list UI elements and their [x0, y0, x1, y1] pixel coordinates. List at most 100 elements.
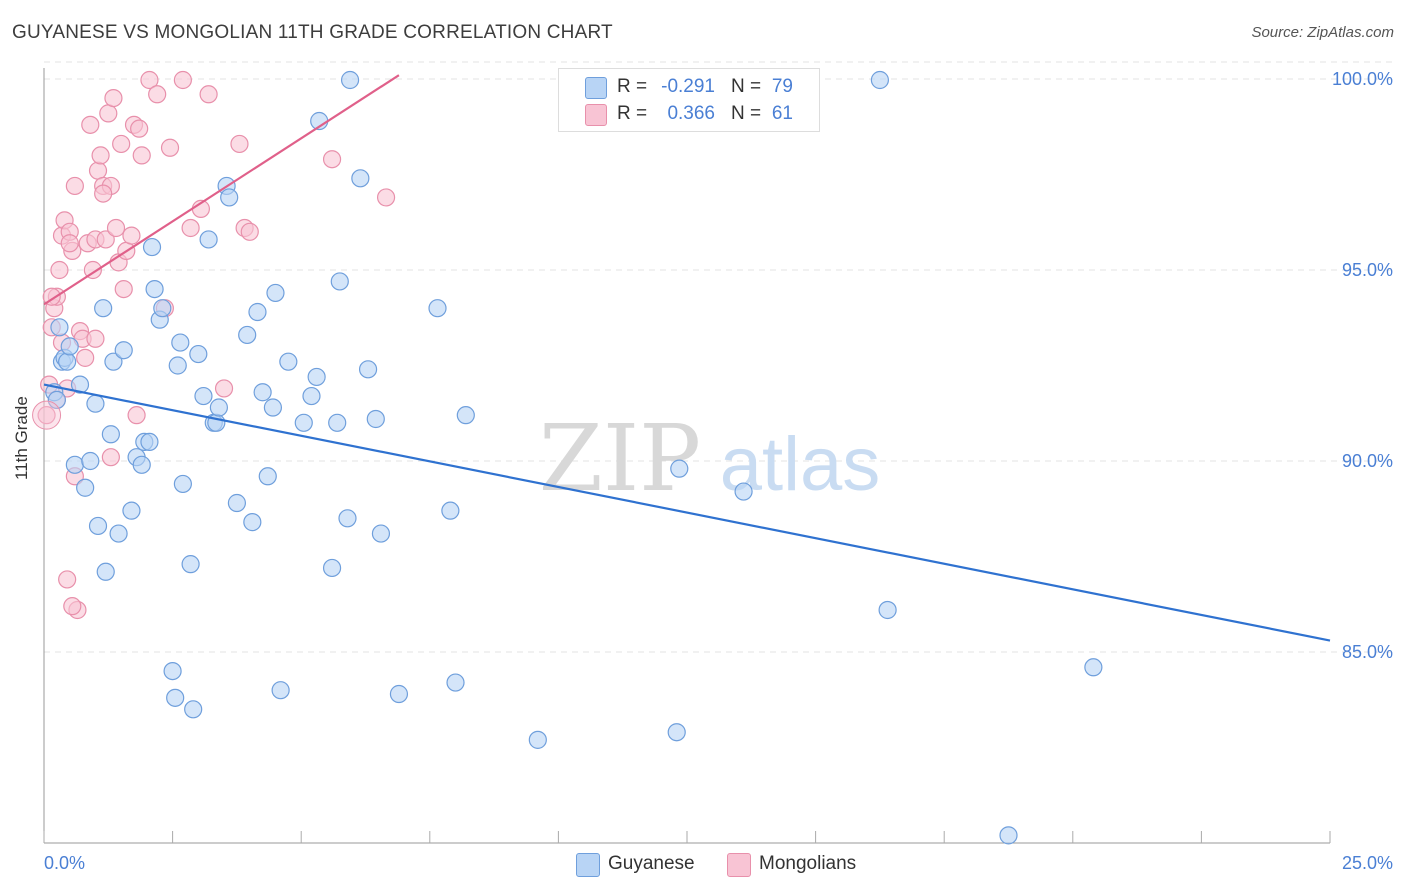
guyanese-point [258, 467, 277, 486]
guyanese-point [47, 390, 66, 409]
guyanese-point [227, 493, 246, 513]
guyanese-point [238, 325, 257, 345]
legend-label: Mongolians [759, 853, 857, 874]
guyanese-point [266, 283, 285, 303]
mongolians-point [181, 218, 200, 238]
mongolians-point [88, 161, 108, 180]
guyanese-trend-line [43, 383, 1331, 642]
mongolians-point [104, 88, 123, 108]
guyanese-point [101, 425, 120, 444]
mongolians-point [94, 184, 113, 203]
legend-r-value: -0.291 [661, 76, 715, 97]
mongolians-point [114, 280, 133, 299]
mongolians-point [81, 115, 100, 134]
guyanese-point [338, 509, 357, 528]
guyanese-point [166, 688, 185, 707]
guyanese-point [340, 70, 360, 90]
legend-n-value: 79 [771, 76, 793, 97]
mongolians-point [230, 134, 249, 154]
mongolians-swatch [585, 104, 607, 126]
guyanese-point [248, 302, 267, 322]
mongolians-point [83, 260, 102, 280]
guyanese-point [271, 681, 290, 700]
guyanese-point [670, 459, 689, 478]
mongolians-point [91, 146, 110, 165]
legend-row-guyanese: R = -0.291 N = 79 [559, 73, 819, 101]
legend-r-label: R = [617, 103, 648, 124]
guyanese-point [428, 299, 447, 318]
guyanese-point [153, 299, 172, 318]
stats-legend: R = -0.291 N = 79 R = 0.366 N = 61 [558, 68, 820, 132]
mongolians-point [132, 146, 151, 165]
x-tick-label: 0.0% [44, 853, 85, 873]
guyanese-point [220, 188, 239, 207]
guyanese-point [199, 230, 218, 249]
mongolians-point [76, 348, 95, 367]
y-tick-label: 90.0% [1342, 451, 1393, 471]
guyanese-point [189, 344, 208, 364]
mongolians-point [240, 222, 259, 241]
guyanese-point [1084, 658, 1103, 677]
trend-lines [43, 74, 1331, 642]
mongolians-point [96, 230, 115, 249]
guyanese-point [173, 474, 192, 494]
y-tick-label: 100.0% [1332, 69, 1393, 89]
guyanese-point [322, 558, 342, 578]
legend-r-label: R = [617, 76, 648, 97]
grid-lines [44, 61, 1392, 653]
guyanese-point [389, 684, 409, 704]
mongolians-point [122, 226, 141, 245]
mongolians-point [99, 104, 118, 123]
mongolians-point [65, 176, 84, 196]
guyanese-point [330, 272, 349, 291]
guyanese-point [294, 413, 313, 432]
guyanese-point [302, 386, 321, 406]
y-tick-label: 85.0% [1342, 642, 1393, 662]
mongolians-point [50, 260, 69, 280]
guyanese-point [86, 394, 105, 413]
guyanese-point [140, 432, 159, 451]
mongolians-point [86, 329, 105, 348]
mongolians-point [173, 70, 192, 90]
guyanese-point [667, 723, 686, 742]
legend-r-value: 0.366 [667, 103, 715, 124]
mongolians-cluster-point [32, 400, 62, 430]
guyanese-point [181, 555, 200, 574]
mongolians-point [63, 597, 82, 616]
x-tick-label: 25.0% [1342, 853, 1393, 873]
guyanese-point [870, 70, 890, 90]
axes [43, 68, 1331, 844]
legend-n-value: 61 [771, 103, 793, 124]
data-points [32, 70, 1103, 845]
tick-labels: 85.0% 90.0% 95.0% 100.0% 0.0% 25.0% [44, 69, 1393, 873]
chart-title: GUYANESE VS MONGOLIAN 11TH GRADE CORRELA… [12, 22, 613, 43]
guyanese-point [104, 352, 123, 371]
mongolians-point [60, 234, 79, 253]
guyanese-point [371, 524, 391, 543]
legend-row-mongolians: R = 0.366 N = 61 [559, 100, 819, 128]
guyanese-point [184, 700, 203, 719]
guyanese-point [194, 386, 213, 406]
mongolians-point [101, 448, 120, 467]
mongolians-point [199, 85, 218, 104]
guyanese-point [441, 501, 460, 520]
guyanese-point [70, 375, 90, 394]
watermark: ZIP atlas [539, 405, 880, 512]
guyanese-point [163, 661, 182, 681]
guyanese-point [168, 356, 187, 375]
mongolians-point [140, 70, 159, 90]
mongolians-point [160, 138, 180, 157]
guyanese-point [58, 352, 77, 371]
mongolians-point [106, 218, 126, 238]
guyanese-point [94, 299, 113, 318]
guyanese-point [81, 451, 100, 471]
guyanese-point [109, 524, 128, 543]
watermark-zip: ZIP [539, 405, 701, 512]
mongolians-point [127, 406, 146, 425]
legend-label: Guyanese [608, 853, 695, 874]
guyanese-point [88, 516, 108, 536]
guyanese-point [132, 455, 151, 474]
mongolians-point [58, 570, 77, 589]
guyanese-point [263, 398, 283, 417]
guyanese-point [142, 237, 162, 257]
